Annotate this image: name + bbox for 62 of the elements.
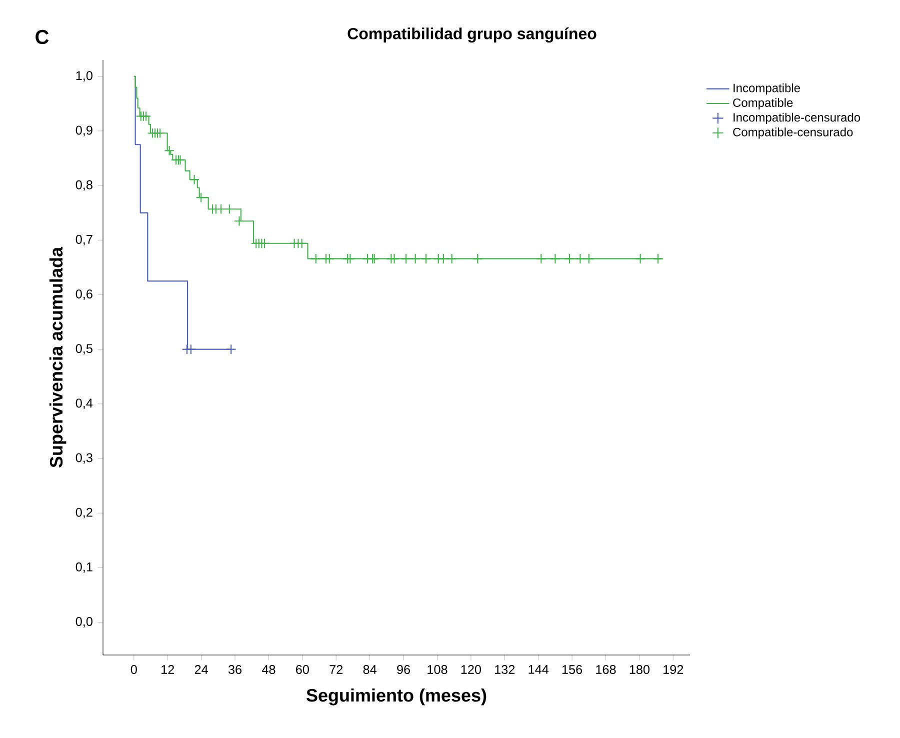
x-tick-label: 48 xyxy=(262,665,276,674)
y-tick-label: 0,2 xyxy=(76,508,92,518)
x-tick-label: 84 xyxy=(363,665,376,674)
point xyxy=(296,238,308,249)
x-tick-label: 156 xyxy=(562,665,582,674)
x-tick-label: 60 xyxy=(296,665,309,674)
point xyxy=(226,344,236,354)
point xyxy=(635,253,646,264)
y-tick-label: 0,6 xyxy=(76,289,92,300)
x-tick-label: 168 xyxy=(596,665,616,674)
point xyxy=(259,238,270,249)
point xyxy=(550,253,560,264)
point xyxy=(410,253,421,264)
point xyxy=(536,253,546,264)
x-tick-label: 120 xyxy=(461,665,481,674)
point xyxy=(652,253,664,264)
point xyxy=(564,253,575,264)
point xyxy=(584,253,594,264)
x-tick-label: 0 xyxy=(130,665,137,674)
x-tick-label: 144 xyxy=(528,665,549,674)
x-tick-label: 108 xyxy=(428,665,448,674)
point xyxy=(196,192,206,203)
point xyxy=(438,253,449,264)
x-tick-label: 192 xyxy=(664,665,684,674)
legend-label: Compatible xyxy=(733,98,793,110)
point xyxy=(189,174,200,185)
x-tick-label: 24 xyxy=(194,665,208,674)
text: C xyxy=(36,30,49,44)
point xyxy=(472,253,483,264)
y-axis-title: Supervivencia acumulada xyxy=(49,246,66,468)
legend-label: Incompatible-censurado xyxy=(734,112,860,124)
x-tick-label: 180 xyxy=(630,665,650,674)
chart-title: Compatibilidad grupo sanguíneo xyxy=(348,27,596,43)
point xyxy=(140,111,152,122)
y-tick-label: 0,5 xyxy=(76,344,92,355)
x-tick-label: 72 xyxy=(330,665,343,674)
y-tick-label: 0,0 xyxy=(76,617,92,628)
x-tick-label: 36 xyxy=(228,665,242,674)
y-tick-label: 0,7 xyxy=(76,234,92,246)
y-tick-label: 0,9 xyxy=(76,126,92,136)
point xyxy=(164,145,174,156)
point xyxy=(186,344,196,354)
y-tick-label: 1,0 xyxy=(76,71,92,82)
point xyxy=(389,253,400,264)
point xyxy=(310,253,322,264)
point xyxy=(154,128,166,138)
x-tick-label: 12 xyxy=(162,665,174,674)
point xyxy=(400,253,412,264)
x-axis-title: Seguimiento (meses) xyxy=(306,688,486,706)
point xyxy=(574,253,586,264)
point xyxy=(446,253,458,264)
point xyxy=(344,253,356,264)
legend-label: Compatible-censurado xyxy=(733,128,853,139)
point xyxy=(420,253,432,264)
y-tick-label: 0,3 xyxy=(76,453,92,464)
x-tick-label: 132 xyxy=(495,665,515,674)
y-tick-label: 0,1 xyxy=(76,562,92,573)
y-tick-label: 0,8 xyxy=(76,180,92,191)
x-tick-label: 96 xyxy=(397,665,410,674)
legend-label: Incompatible xyxy=(734,83,800,95)
y-tick-label: 0,4 xyxy=(76,398,93,410)
point xyxy=(324,253,335,264)
